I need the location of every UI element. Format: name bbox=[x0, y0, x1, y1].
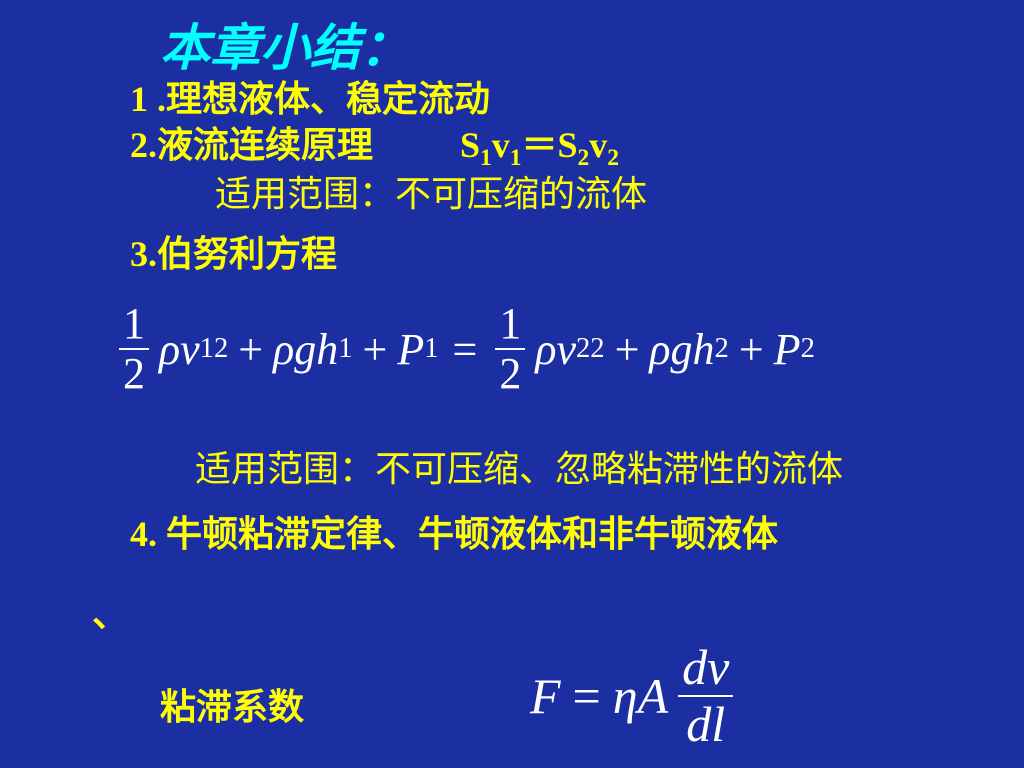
eq-eq: = bbox=[453, 324, 478, 375]
item-1-num: 1 . bbox=[130, 79, 166, 119]
item-4-text: 牛顿粘滞定律、牛顿液体和非牛顿液体 bbox=[157, 514, 778, 554]
eq-frac2-num: 1 bbox=[495, 300, 525, 348]
eq-rho1: ρ bbox=[159, 324, 180, 375]
item-3-text: 伯努利方程 bbox=[157, 234, 337, 274]
item-3-scope: 适用范围：不可压缩、忽略粘滞性的流体 bbox=[195, 440, 843, 492]
eq-h2: h bbox=[693, 324, 715, 375]
nv-dv: dv bbox=[678, 640, 733, 695]
eq-g1: g bbox=[294, 324, 316, 375]
f2-v1: v bbox=[492, 125, 510, 165]
item-2-num: 2. bbox=[130, 125, 157, 165]
item-4-coeff: 粘滞系数 bbox=[160, 678, 304, 730]
nv-F: F bbox=[530, 667, 561, 725]
bernoulli-equation: 1 2 ρ v12 + ρ g h1 + P1 = 1 2 ρ v22 + ρ … bbox=[115, 300, 815, 399]
item-2-scope: 适用范围：不可压缩的流体 bbox=[215, 165, 647, 217]
f2-v2: v bbox=[589, 125, 607, 165]
eq-plus1: + bbox=[238, 324, 263, 375]
item-1-text: 理想液体、稳定流动 bbox=[166, 79, 490, 119]
eq-frac-1: 1 2 bbox=[119, 300, 149, 399]
eq-plus2: + bbox=[363, 324, 388, 375]
eq-P1: P bbox=[397, 324, 424, 375]
f2-S1: S bbox=[460, 125, 480, 165]
item-2-text: 液流连续原理 bbox=[157, 125, 373, 165]
eq-h1: h bbox=[316, 324, 338, 375]
nv-eq: = bbox=[573, 667, 601, 725]
f2-S2: S bbox=[557, 125, 577, 165]
eq-rho3: ρ bbox=[535, 324, 556, 375]
newton-viscosity-equation: F = η A dv dl bbox=[530, 640, 737, 752]
eq-frac2-den: 2 bbox=[495, 350, 525, 398]
eq-g2: g bbox=[671, 324, 693, 375]
eq-plus3: + bbox=[615, 324, 640, 375]
f2-eq: ＝ bbox=[521, 125, 557, 165]
eq-v1: v bbox=[180, 324, 200, 375]
eq-frac-2: 1 2 bbox=[495, 300, 525, 399]
slide-root: 本章小结： 1 .理想液体、稳定流动 2.液流连续原理 S1v1＝S2v2 适用… bbox=[0, 0, 1024, 768]
item-2-formula: S1v1＝S2v2 bbox=[460, 116, 619, 168]
item-4-num: 4. bbox=[130, 514, 157, 554]
item-1: 1 .理想液体、稳定流动 bbox=[130, 70, 490, 122]
item-2: 2.液流连续原理 bbox=[130, 116, 373, 168]
eq-frac1-num: 1 bbox=[119, 300, 149, 348]
nv-frac: dv dl bbox=[678, 640, 733, 752]
eq-plus4: + bbox=[739, 324, 764, 375]
item-4-comma: 、 bbox=[92, 585, 128, 637]
eq-v2: v bbox=[556, 324, 576, 375]
nv-A: A bbox=[638, 667, 669, 725]
eq-frac1-den: 2 bbox=[119, 350, 149, 398]
nv-dl: dl bbox=[682, 697, 729, 752]
eq-rho2: ρ bbox=[273, 324, 294, 375]
item-3-num: 3. bbox=[130, 234, 157, 274]
eq-rho4: ρ bbox=[649, 324, 670, 375]
nv-eta: η bbox=[613, 667, 638, 725]
eq-P2: P bbox=[774, 324, 801, 375]
item-4: 4. 牛顿粘滞定律、牛顿液体和非牛顿液体 bbox=[130, 505, 778, 557]
item-3: 3.伯努利方程 bbox=[130, 225, 337, 277]
